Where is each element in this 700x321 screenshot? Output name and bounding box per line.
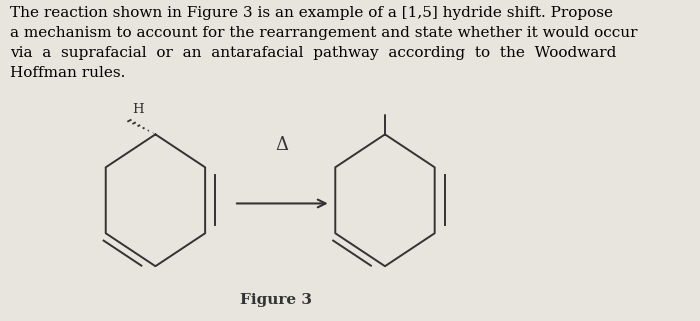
Text: Δ: Δ	[276, 136, 289, 154]
Text: Figure 3: Figure 3	[240, 293, 312, 307]
Text: The reaction shown in Figure 3 is an example of a [1,5] hydride shift. Propose
a: The reaction shown in Figure 3 is an exa…	[10, 6, 638, 80]
Text: H: H	[132, 103, 144, 116]
